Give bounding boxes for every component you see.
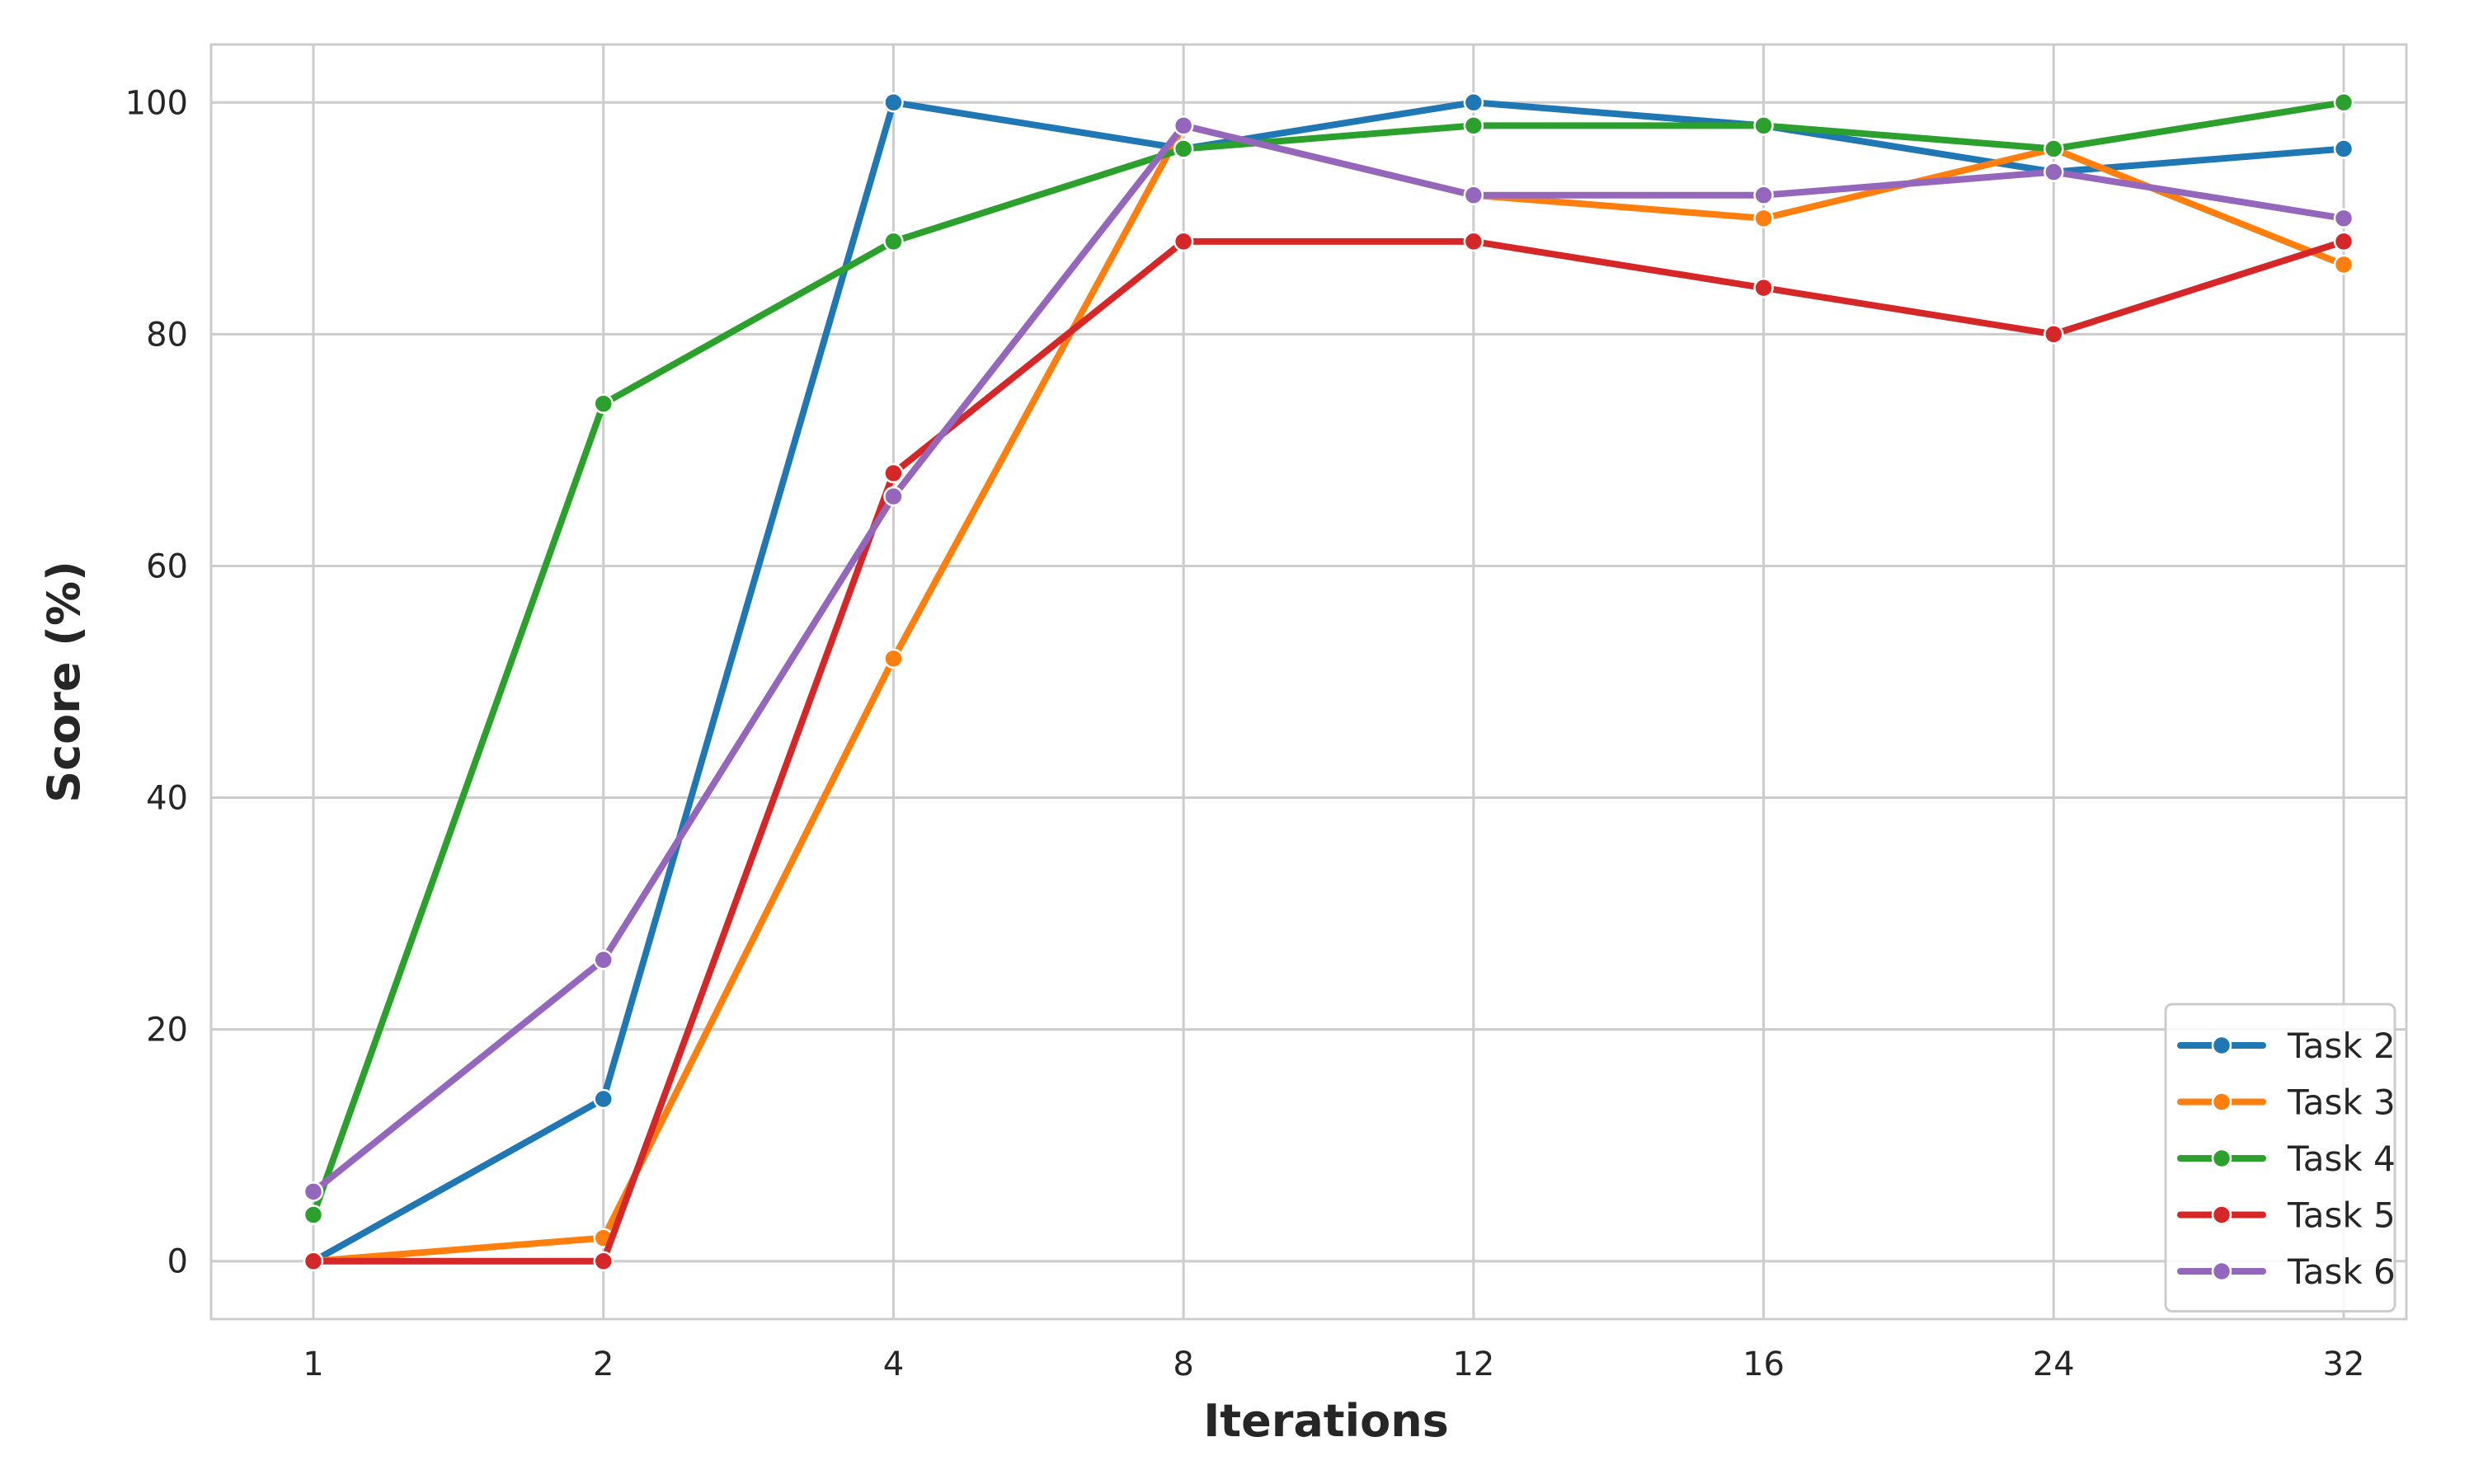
data-point (2333, 139, 2354, 159)
legend-item: Task 4 (2177, 1139, 2396, 1179)
series-line (310, 237, 2347, 1265)
series-line (310, 122, 2347, 1195)
data-point (1463, 92, 1484, 113)
data-point (2044, 324, 2064, 345)
data-point (1463, 115, 1484, 136)
data-point (883, 463, 904, 484)
legend-swatch-marker (2211, 1205, 2232, 1225)
data-point (1753, 208, 1774, 229)
data-point (303, 1205, 324, 1225)
data-point (1463, 231, 1484, 252)
series-line (310, 99, 2347, 1219)
legend-swatch-marker (2211, 1092, 2232, 1112)
series-layer (303, 92, 2354, 1271)
data-point (883, 648, 904, 669)
data-point (2044, 139, 2064, 159)
series-task-4 (303, 92, 2354, 1225)
legend-swatch-marker (2211, 1148, 2232, 1169)
legend-item: Task 5 (2177, 1195, 2396, 1236)
series-task-5 (303, 231, 2354, 1271)
data-point (883, 92, 904, 113)
y-tick-label: 0 (167, 1243, 188, 1281)
plot-background (211, 45, 2406, 1319)
data-point (2333, 231, 2354, 252)
y-tick-label: 40 (146, 780, 188, 818)
data-point (593, 1251, 614, 1271)
y-tick-label: 60 (146, 547, 188, 585)
data-point (593, 393, 614, 414)
x-tick-label: 2 (593, 1345, 614, 1383)
data-point (883, 486, 904, 507)
data-point (2044, 162, 2064, 182)
y-tick-label: 100 (125, 84, 188, 122)
data-point (1173, 231, 1194, 252)
legend-swatch-marker (2211, 1035, 2232, 1056)
data-point (2333, 254, 2354, 275)
data-point (1463, 185, 1484, 205)
series-task-6 (303, 115, 2354, 1202)
y-tick-label: 20 (146, 1012, 188, 1050)
y-tick-labels: 0 20 40 60 80 100 (125, 84, 188, 1280)
data-point (303, 1251, 324, 1271)
legend-box (2164, 1003, 2396, 1313)
data-point (593, 950, 614, 970)
x-tick-label: 12 (1452, 1345, 1494, 1383)
data-point (2333, 92, 2354, 113)
data-point (1173, 115, 1194, 136)
legend-label: Task 6 (2287, 1252, 2396, 1292)
plot-frame (209, 43, 2408, 1321)
data-point (1753, 185, 1774, 205)
x-axis-title: Iterations (1203, 1395, 1449, 1447)
x-tick-label: 16 (1743, 1345, 1785, 1383)
legend-item: Task 3 (2177, 1082, 2396, 1123)
data-point (2333, 208, 2354, 229)
y-axis-title: Score (%) (38, 561, 90, 803)
data-point (1753, 115, 1774, 136)
data-point (1173, 139, 1194, 159)
x-tick-label: 32 (2323, 1345, 2365, 1383)
series-line (310, 99, 2347, 1265)
data-point (883, 231, 904, 252)
data-point (1753, 277, 1774, 298)
data-point (593, 1088, 614, 1110)
x-tick-label: 4 (883, 1345, 904, 1383)
legend-item: Task 6 (2177, 1252, 2396, 1292)
data-point (303, 1181, 324, 1202)
x-tick-label: 1 (303, 1345, 323, 1383)
legend-label: Task 3 (2287, 1082, 2396, 1123)
x-tick-label: 24 (2033, 1345, 2075, 1383)
legend-item: Task 2 (2177, 1026, 2396, 1066)
legend: Task 2 Task 3 Task 4 Task 5 Task 6 (2164, 1003, 2396, 1313)
legend-swatch-marker (2211, 1261, 2232, 1282)
legend-label: Task 5 (2287, 1195, 2396, 1236)
x-tick-label: 8 (1173, 1345, 1193, 1383)
y-tick-label: 80 (146, 316, 188, 354)
legend-label: Task 4 (2287, 1139, 2396, 1179)
x-tick-labels: 1 2 4 8 12 16 24 32 (303, 1345, 2364, 1383)
legend-label: Task 2 (2287, 1026, 2396, 1066)
